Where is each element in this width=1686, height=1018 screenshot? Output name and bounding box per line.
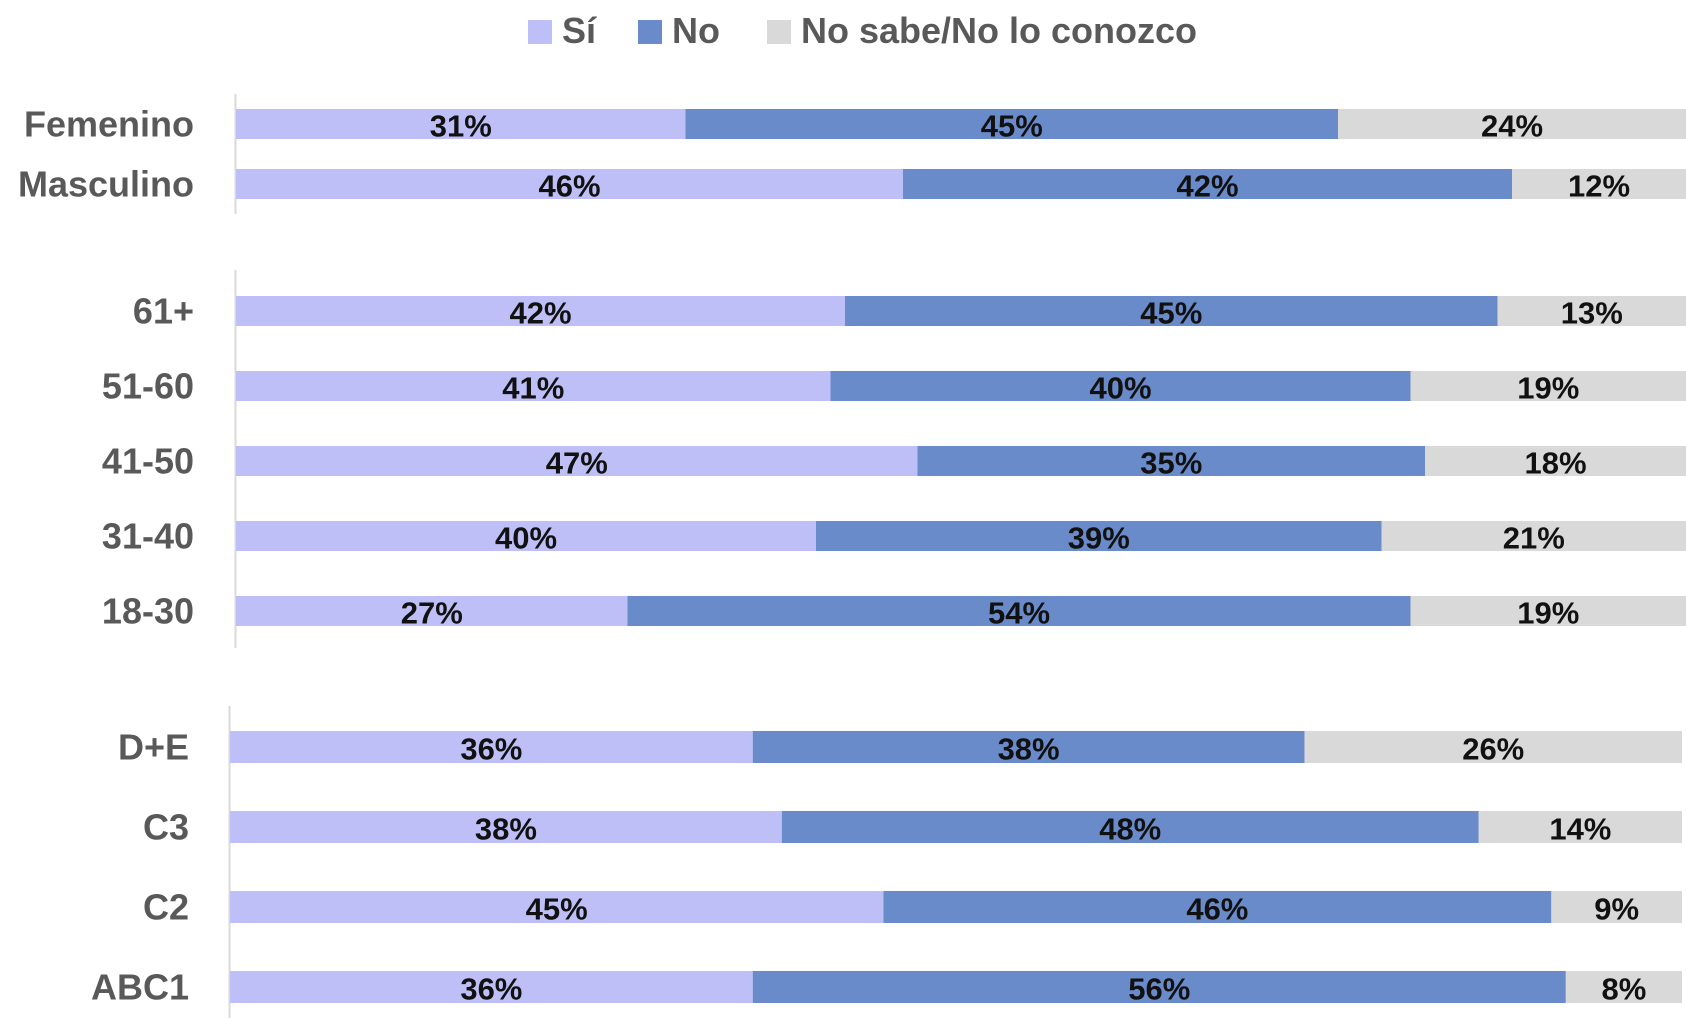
category-label-c3: C3 [143,807,189,848]
bar-masculino-no [903,169,1512,199]
bar-c2-s [230,891,884,923]
bar-d-e-no-sabe-no-lo-conozco [1304,731,1682,763]
data-label-masculino-s: 46% [538,169,600,204]
bar-c2-no-sabe-no-lo-conozco [1551,891,1682,923]
bar-31-40-no [816,521,1382,551]
category-label-c2: C2 [143,887,189,928]
bar-61-s [236,296,845,326]
bar-41-50-no [917,446,1425,476]
bar-61-no [845,296,1498,326]
data-label-18-30-s: 27% [401,596,463,631]
category-label-61: 61+ [133,291,194,332]
bar-femenino-s [236,109,686,139]
bar-18-30-no-sabe-no-lo-conozco [1410,596,1686,626]
data-label-masculino-no-sabe-no-lo-conozco: 12% [1568,169,1630,204]
data-label-c2-no-sabe-no-lo-conozco: 9% [1594,892,1639,927]
data-label-51-60-no-sabe-no-lo-conozco: 19% [1517,371,1579,406]
category-label-abc1: ABC1 [91,967,189,1008]
bar-61-no-sabe-no-lo-conozco [1497,296,1686,326]
data-label-41-50-s: 47% [546,446,608,481]
data-label-femenino-s: 31% [430,109,492,144]
bar-18-30-s [236,596,628,626]
data-label-61-s: 42% [509,296,571,331]
data-label-51-60-no: 40% [1089,371,1151,406]
bar-51-60-no [830,371,1411,401]
legend-label-no-sabe: No sabe/No lo conozco [801,10,1198,51]
data-label-51-60-s: 41% [502,371,564,406]
bar-51-60-s [236,371,831,401]
data-label-c3-s: 38% [475,812,537,847]
bar-c3-no-sabe-no-lo-conozco [1478,811,1682,843]
bar-masculino-s [236,169,903,199]
data-label-18-30-no-sabe-no-lo-conozco: 19% [1517,596,1579,631]
data-label-abc1-s: 36% [460,972,522,1007]
data-label-d-e-no-sabe-no-lo-conozco: 26% [1462,732,1524,767]
data-label-abc1-no: 56% [1128,972,1190,1007]
bar-c3-no [781,811,1479,843]
bar-femenino-no-sabe-no-lo-conozco [1338,109,1686,139]
bar-51-60-no-sabe-no-lo-conozco [1410,371,1686,401]
bar-abc1-no [752,971,1566,1003]
category-label-31-40: 31-40 [102,516,194,557]
data-label-abc1-no-sabe-no-lo-conozco: 8% [1602,972,1647,1007]
data-label-31-40-s: 40% [495,521,557,556]
category-label-masculino: Masculino [18,164,194,205]
bar-41-50-no-sabe-no-lo-conozco [1425,446,1686,476]
legend-swatch-no [638,20,662,44]
data-label-31-40-no: 39% [1068,521,1130,556]
data-label-31-40-no-sabe-no-lo-conozco: 21% [1503,521,1565,556]
data-label-femenino-no: 45% [981,109,1043,144]
category-label-41-50: 41-50 [102,441,194,482]
data-label-masculino-no: 42% [1176,169,1238,204]
data-label-61-no-sabe-no-lo-conozco: 13% [1561,296,1623,331]
bar-31-40-no-sabe-no-lo-conozco [1381,521,1686,551]
legend: Sí No No sabe/No lo conozco [0,4,1686,54]
bar-41-50-s [236,446,918,476]
category-label-femenino: Femenino [24,104,194,145]
data-label-61-no: 45% [1140,296,1202,331]
legend-swatch-si [528,20,552,44]
bar-c3-s [230,811,782,843]
data-label-femenino-no-sabe-no-lo-conozco: 24% [1481,109,1543,144]
data-label-c3-no: 48% [1099,812,1161,847]
legend-swatch-no-sabe [767,20,791,44]
legend-label-no: No [672,10,720,51]
bar-masculino-no-sabe-no-lo-conozco [1512,169,1686,199]
data-label-d-e-s: 36% [460,732,522,767]
bar-abc1-s [230,971,753,1003]
data-label-41-50-no-sabe-no-lo-conozco: 18% [1524,446,1586,481]
bar-18-30-no [627,596,1411,626]
bar-abc1-no-sabe-no-lo-conozco [1565,971,1682,1003]
category-label-d-e: D+E [118,727,189,768]
data-label-c2-s: 45% [526,892,588,927]
bar-c2-no [883,891,1552,923]
bar-d-e-s [230,731,753,763]
data-label-18-30-no: 54% [988,596,1050,631]
legend-label-si: Sí [562,10,597,51]
data-label-41-50-no: 35% [1140,446,1202,481]
category-label-18-30: 18-30 [102,591,194,632]
data-label-d-e-no: 38% [998,732,1060,767]
bar-femenino-no [685,109,1338,139]
category-label-51-60: 51-60 [102,366,194,407]
bar-d-e-no [752,731,1305,763]
data-label-c3-no-sabe-no-lo-conozco: 14% [1549,812,1611,847]
bar-31-40-s [236,521,816,551]
data-label-c2-no: 46% [1186,892,1248,927]
